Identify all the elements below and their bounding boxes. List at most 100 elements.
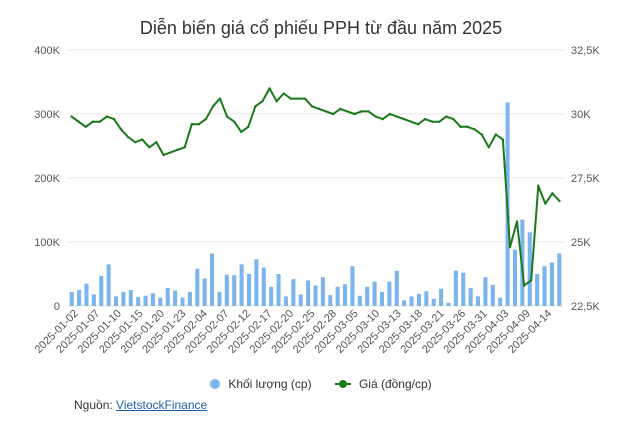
price-point[interactable] <box>339 107 342 111</box>
volume-bar[interactable] <box>202 278 207 306</box>
volume-bar[interactable] <box>372 281 377 306</box>
price-point[interactable] <box>183 146 186 149</box>
price-point[interactable] <box>155 140 158 144</box>
volume-bar[interactable] <box>113 296 119 306</box>
price-point[interactable] <box>197 123 201 126</box>
volume-bar[interactable] <box>99 275 104 306</box>
price-point[interactable] <box>98 120 102 123</box>
price-point[interactable] <box>452 117 455 121</box>
volume-bar[interactable] <box>128 290 133 306</box>
volume-bar[interactable] <box>106 264 111 306</box>
volume-bar[interactable] <box>328 295 333 306</box>
price-point[interactable] <box>126 135 130 139</box>
volume-bar[interactable] <box>180 297 185 306</box>
volume-bar[interactable] <box>402 300 407 306</box>
volume-bar[interactable] <box>476 296 481 306</box>
price-point[interactable] <box>211 105 215 108</box>
volume-bar[interactable] <box>431 298 436 306</box>
price-point[interactable] <box>91 120 94 123</box>
price-point[interactable] <box>522 284 526 287</box>
price-point[interactable] <box>296 97 300 100</box>
price-point[interactable] <box>381 117 384 121</box>
price-point[interactable] <box>218 97 222 100</box>
price-point[interactable] <box>268 87 271 90</box>
price-point[interactable] <box>544 202 547 205</box>
price-point[interactable] <box>282 92 285 95</box>
volume-bar[interactable] <box>232 275 237 306</box>
price-point[interactable] <box>438 120 441 123</box>
price-point[interactable] <box>466 125 469 128</box>
price-point[interactable] <box>317 107 321 111</box>
price-point[interactable] <box>402 117 406 121</box>
volume-bar[interactable] <box>283 296 288 306</box>
volume-bar[interactable] <box>246 274 252 306</box>
price-point[interactable] <box>275 100 278 103</box>
volume-bar[interactable] <box>379 291 385 306</box>
volume-bar[interactable] <box>549 262 554 306</box>
volume-bar[interactable] <box>461 272 466 306</box>
price-point[interactable] <box>360 110 363 113</box>
price-point[interactable] <box>331 112 335 116</box>
price-point[interactable] <box>162 153 165 157</box>
price-point[interactable] <box>77 120 80 123</box>
volume-bar[interactable] <box>84 283 89 306</box>
volume-bar[interactable] <box>439 288 444 306</box>
volume-bar[interactable] <box>69 291 74 306</box>
volume-bar[interactable] <box>527 232 532 306</box>
source-link[interactable]: VietstockFinance <box>116 398 208 412</box>
price-point[interactable] <box>558 199 561 203</box>
volume-bar[interactable] <box>343 284 348 306</box>
volume-bar[interactable] <box>136 297 141 306</box>
volume-bar[interactable] <box>261 267 266 306</box>
price-point[interactable] <box>240 130 243 134</box>
volume-bar[interactable] <box>121 291 126 306</box>
price-point[interactable] <box>289 97 292 100</box>
price-point[interactable] <box>112 117 116 121</box>
price-point[interactable] <box>529 279 533 282</box>
price-point[interactable] <box>537 184 540 187</box>
price-point[interactable] <box>141 138 144 141</box>
volume-bar[interactable] <box>291 279 296 306</box>
volume-bar[interactable] <box>350 266 355 306</box>
price-point[interactable] <box>353 112 356 116</box>
legend-item-volume[interactable]: Khối lượng (cp) <box>210 377 312 391</box>
price-point[interactable] <box>487 146 490 149</box>
volume-bar[interactable] <box>306 280 311 306</box>
price-point[interactable] <box>423 117 427 121</box>
volume-bar[interactable] <box>357 295 362 306</box>
volume-bar[interactable] <box>77 290 82 306</box>
volume-bar[interactable] <box>483 277 488 306</box>
price-point[interactable] <box>508 245 512 249</box>
price-point[interactable] <box>416 123 420 126</box>
volume-bar[interactable] <box>416 293 421 306</box>
volume-bar[interactable] <box>187 291 192 306</box>
volume-bar[interactable] <box>217 291 222 306</box>
volume-bar[interactable] <box>224 274 229 306</box>
volume-bar[interactable] <box>165 288 170 306</box>
volume-bar[interactable] <box>446 302 451 306</box>
price-point[interactable] <box>367 110 370 113</box>
volume-bar[interactable] <box>409 296 414 306</box>
volume-bar[interactable] <box>387 281 392 306</box>
volume-bar[interactable] <box>335 286 340 306</box>
price-point[interactable] <box>232 120 236 123</box>
price-point[interactable] <box>204 117 208 121</box>
price-point[interactable] <box>480 133 483 136</box>
volume-bar[interactable] <box>276 274 281 306</box>
price-point[interactable] <box>494 133 498 136</box>
volume-bar[interactable] <box>143 295 148 306</box>
volume-bar[interactable] <box>195 268 200 306</box>
volume-bar[interactable] <box>542 266 547 306</box>
volume-bar[interactable] <box>91 294 96 306</box>
price-point[interactable] <box>374 115 377 118</box>
price-point[interactable] <box>176 148 179 152</box>
volume-bar[interactable] <box>313 285 318 306</box>
volume-bar[interactable] <box>490 284 495 306</box>
volume-bar[interactable] <box>254 259 259 306</box>
volume-bar[interactable] <box>269 286 274 306</box>
price-point[interactable] <box>105 115 109 118</box>
price-point[interactable] <box>303 97 307 100</box>
price-point[interactable] <box>430 120 434 123</box>
volume-bar[interactable] <box>468 288 473 306</box>
volume-bar[interactable] <box>173 290 178 306</box>
